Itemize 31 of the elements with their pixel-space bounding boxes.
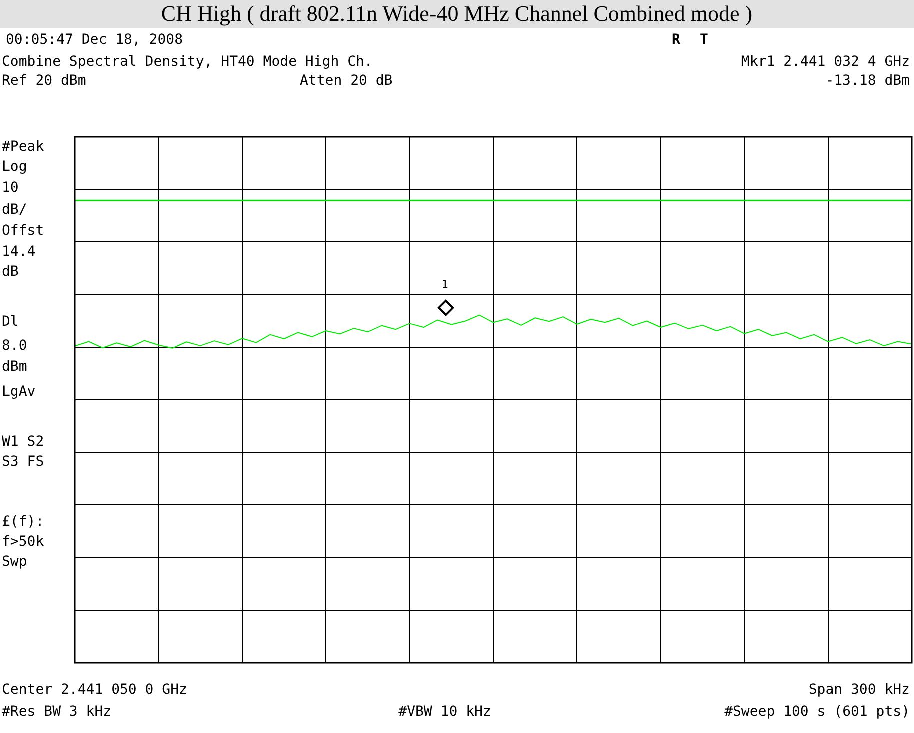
text: Offst [2,223,44,239]
text: f>50k [2,534,44,550]
text: 14.4 [2,244,36,260]
text: Mkr1 2.441 032 4 GHz [741,54,910,70]
text: Atten 20 dB [300,73,393,89]
text: Center 2.441 050 0 GHz [2,682,188,698]
text: T [700,32,708,48]
text: Ref 20 dBm [2,73,86,89]
text: Swp [2,554,28,570]
text: dB [2,264,19,280]
text: #Res BW 3 kHz [2,704,112,720]
text: W1 S2 [2,434,44,450]
chart-title: CH High ( draft 802.11n Wide-40 MHz Channel Combined mode ) [0,0,914,28]
text: Span 300 kHz [808,682,910,698]
text: R [672,32,680,48]
text: 10 [2,180,19,196]
text: £(f): [2,514,44,530]
text: Dl [2,314,19,330]
text: Log [2,159,28,175]
text: dB/ [2,202,28,218]
text: #Sweep 100 s (601 pts) [724,704,910,720]
text: -13.18 dBm [826,73,910,89]
text: #VBW 10 kHz [398,704,492,720]
text: dBm [2,359,28,375]
text: #Peak [2,139,44,155]
text: 1 [442,277,448,293]
text: 00:05:47 Dec 18, 2008 [6,32,184,48]
text: LgAv [2,384,36,400]
text: S3 FS [2,454,44,470]
text: Combine Spectral Density, HT40 Mode High Ch. [2,54,373,70]
text: 8.0 [2,338,28,354]
